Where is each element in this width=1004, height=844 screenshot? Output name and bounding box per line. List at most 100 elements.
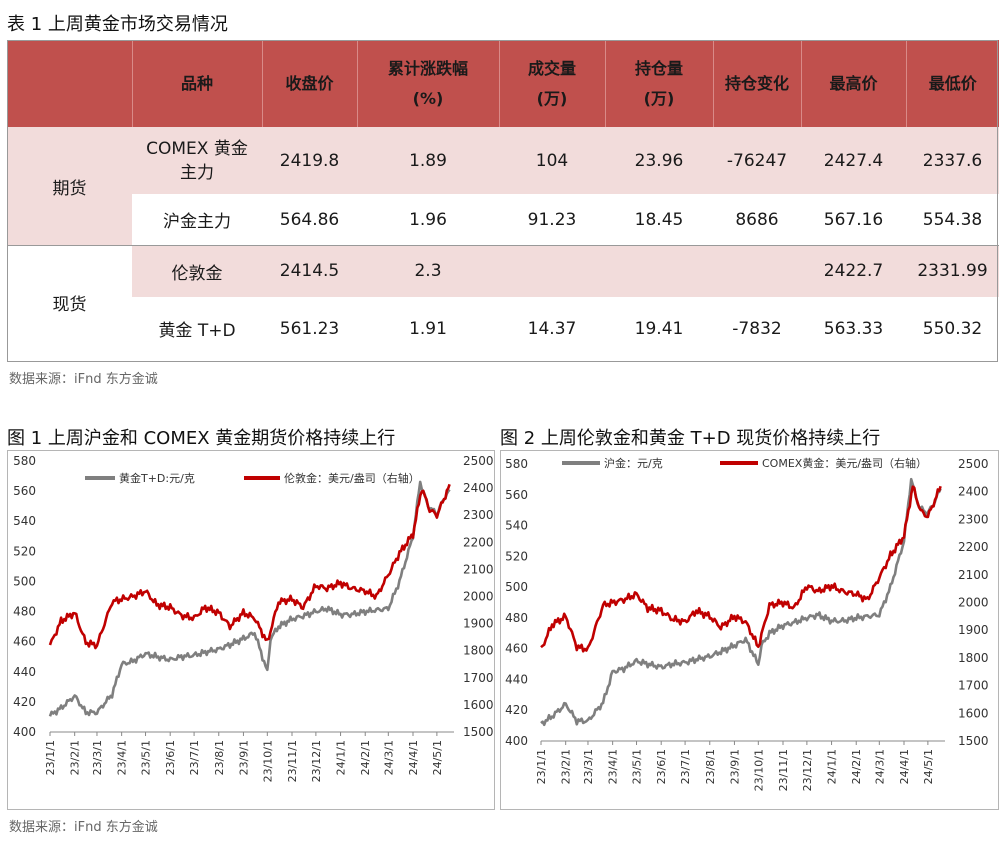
cell: 18.45 [605, 194, 713, 245]
row-name: 黄金 T+D [132, 297, 262, 360]
category-futures: 期货 [7, 127, 132, 245]
y-left-tick-label: 420 [13, 695, 36, 709]
table-caption: 表 1 上周黄金市场交易情况 [7, 14, 228, 35]
cell: 1.89 [357, 127, 499, 194]
x-tick-label: 23/5/1 [631, 749, 644, 784]
cell: 2337.6 [906, 127, 999, 194]
cell: 567.16 [801, 194, 906, 245]
x-tick-label: 23/12/1 [801, 749, 814, 791]
x-tick-label: 24/1/1 [826, 749, 839, 784]
y-right-tick-label: 2100 [463, 562, 494, 576]
y-right-tick-label: 2300 [463, 508, 494, 522]
x-tick-label: 24/3/1 [873, 749, 886, 784]
x-tick-label: 24/5/1 [922, 749, 935, 784]
y-right-tick-label: 1800 [958, 651, 989, 665]
y-right-tick-label: 2500 [958, 457, 989, 471]
row-name: 伦敦金 [132, 245, 262, 297]
figure-1-caption: 图 1 上周沪金和 COMEX 黄金期货价格持续上行 [7, 428, 396, 449]
x-tick-label: 23/9/1 [728, 749, 741, 784]
cell: 2414.5 [262, 245, 357, 297]
x-tick-label: 23/7/1 [679, 749, 692, 784]
y-right-tick-label: 2200 [463, 535, 494, 549]
cell: -7832 [713, 297, 801, 360]
header-change: 累计涨跌幅 (%) [357, 40, 500, 127]
x-tick-label: 23/3/1 [582, 749, 595, 784]
legend-label: COMEX黄金：美元/盎司（右轴） [762, 456, 927, 470]
cell: 104 [499, 127, 605, 194]
cell [499, 245, 605, 297]
y-right-tick-label: 1900 [463, 617, 494, 631]
x-tick-label: 23/8/1 [213, 740, 226, 775]
header-high: 最高价 [801, 40, 907, 127]
y-right-tick-label: 2200 [958, 540, 989, 554]
row-name: 沪金主力 [132, 194, 262, 245]
cell: 2331.99 [906, 245, 999, 297]
x-tick-label: 23/4/1 [607, 749, 620, 784]
y-left-tick-label: 560 [505, 488, 528, 502]
table-row: 沪金主力 564.86 1.96 91.23 18.45 8686 567.16… [7, 194, 999, 245]
x-tick-label: 24/4/1 [407, 740, 420, 775]
x-tick-label: 24/2/1 [850, 749, 863, 784]
x-tick-label: 24/4/1 [898, 749, 911, 784]
y-right-tick-label: 2100 [958, 568, 989, 582]
cell: 19.41 [605, 297, 713, 360]
y-left-tick-label: 480 [13, 605, 36, 619]
x-tick-label: 23/8/1 [704, 749, 717, 784]
group-divider [7, 245, 999, 246]
figure-1-frame [7, 450, 495, 810]
y-left-tick-label: 440 [505, 672, 528, 686]
table-row: 黄金 T+D 561.23 1.91 14.37 19.41 -7832 563… [7, 297, 999, 360]
legend-label: 黄金T+D:元/克 [119, 471, 195, 485]
x-tick-label: 23/12/1 [310, 740, 323, 782]
cell: 561.23 [262, 297, 357, 360]
figures-source: 数据来源：iFnd 东方金诚 [9, 820, 158, 835]
cell: 2.3 [357, 245, 499, 297]
cell: 23.96 [605, 127, 713, 194]
x-tick-label: 24/2/1 [359, 740, 372, 775]
y-right-tick-label: 1600 [463, 698, 494, 712]
y-left-tick-label: 520 [505, 549, 528, 563]
y-right-tick-label: 1700 [463, 671, 494, 685]
y-left-tick-label: 580 [505, 457, 528, 471]
cell: 1.91 [357, 297, 499, 360]
y-right-tick-label: 2000 [463, 590, 494, 604]
y-left-tick-label: 540 [505, 519, 528, 533]
y-right-tick-label: 1900 [958, 623, 989, 637]
y-left-tick-label: 520 [13, 544, 36, 558]
legend-label: 伦敦金：美元/盎司（右轴） [284, 471, 420, 485]
y-right-tick-label: 1500 [463, 725, 494, 739]
y-left-tick-label: 500 [13, 574, 36, 588]
x-tick-label: 24/1/1 [335, 740, 348, 775]
cell: 2427.4 [801, 127, 906, 194]
x-tick-label: 23/7/1 [188, 740, 201, 775]
y-left-tick-label: 540 [13, 514, 36, 528]
x-tick-label: 23/2/1 [560, 749, 573, 784]
gold-market-table: 品种 收盘价 累计涨跌幅 (%) 成交量 (万) 持仓量 (万) 持仓变化 最高… [7, 40, 999, 360]
y-right-tick-label: 1500 [958, 734, 989, 748]
y-left-tick-label: 480 [505, 611, 528, 625]
y-left-tick-label: 400 [13, 725, 36, 739]
figure-2-caption: 图 2 上周伦敦金和黄金 T+D 现货价格持续上行 [500, 428, 881, 449]
y-right-tick-label: 2400 [463, 481, 494, 495]
cell [713, 245, 801, 297]
cell: 91.23 [499, 194, 605, 245]
x-tick-label: 23/1/1 [535, 749, 548, 784]
x-tick-label: 23/1/1 [44, 740, 57, 775]
y-right-tick-label: 2000 [958, 596, 989, 610]
figure-2-frame [500, 450, 999, 810]
header-volume: 成交量 (万) [499, 40, 606, 127]
table-row: 期货 COMEX 黄金 主力 2419.8 1.89 104 23.96 -76… [7, 127, 999, 245]
series-line-red [48, 483, 451, 650]
header-oi: 持仓量 (万) [605, 40, 714, 127]
x-tick-label: 23/6/1 [164, 740, 177, 775]
x-tick-label: 23/9/1 [237, 740, 250, 775]
header-close: 收盘价 [262, 40, 358, 127]
header-oi-change: 持仓变化 [713, 40, 802, 127]
x-tick-label: 24/3/1 [382, 740, 395, 775]
x-tick-label: 23/5/1 [140, 740, 153, 775]
category-spot: 现货 [7, 245, 132, 360]
y-left-tick-label: 460 [505, 642, 528, 656]
y-right-tick-label: 1800 [463, 644, 494, 658]
y-left-tick-label: 400 [505, 734, 528, 748]
